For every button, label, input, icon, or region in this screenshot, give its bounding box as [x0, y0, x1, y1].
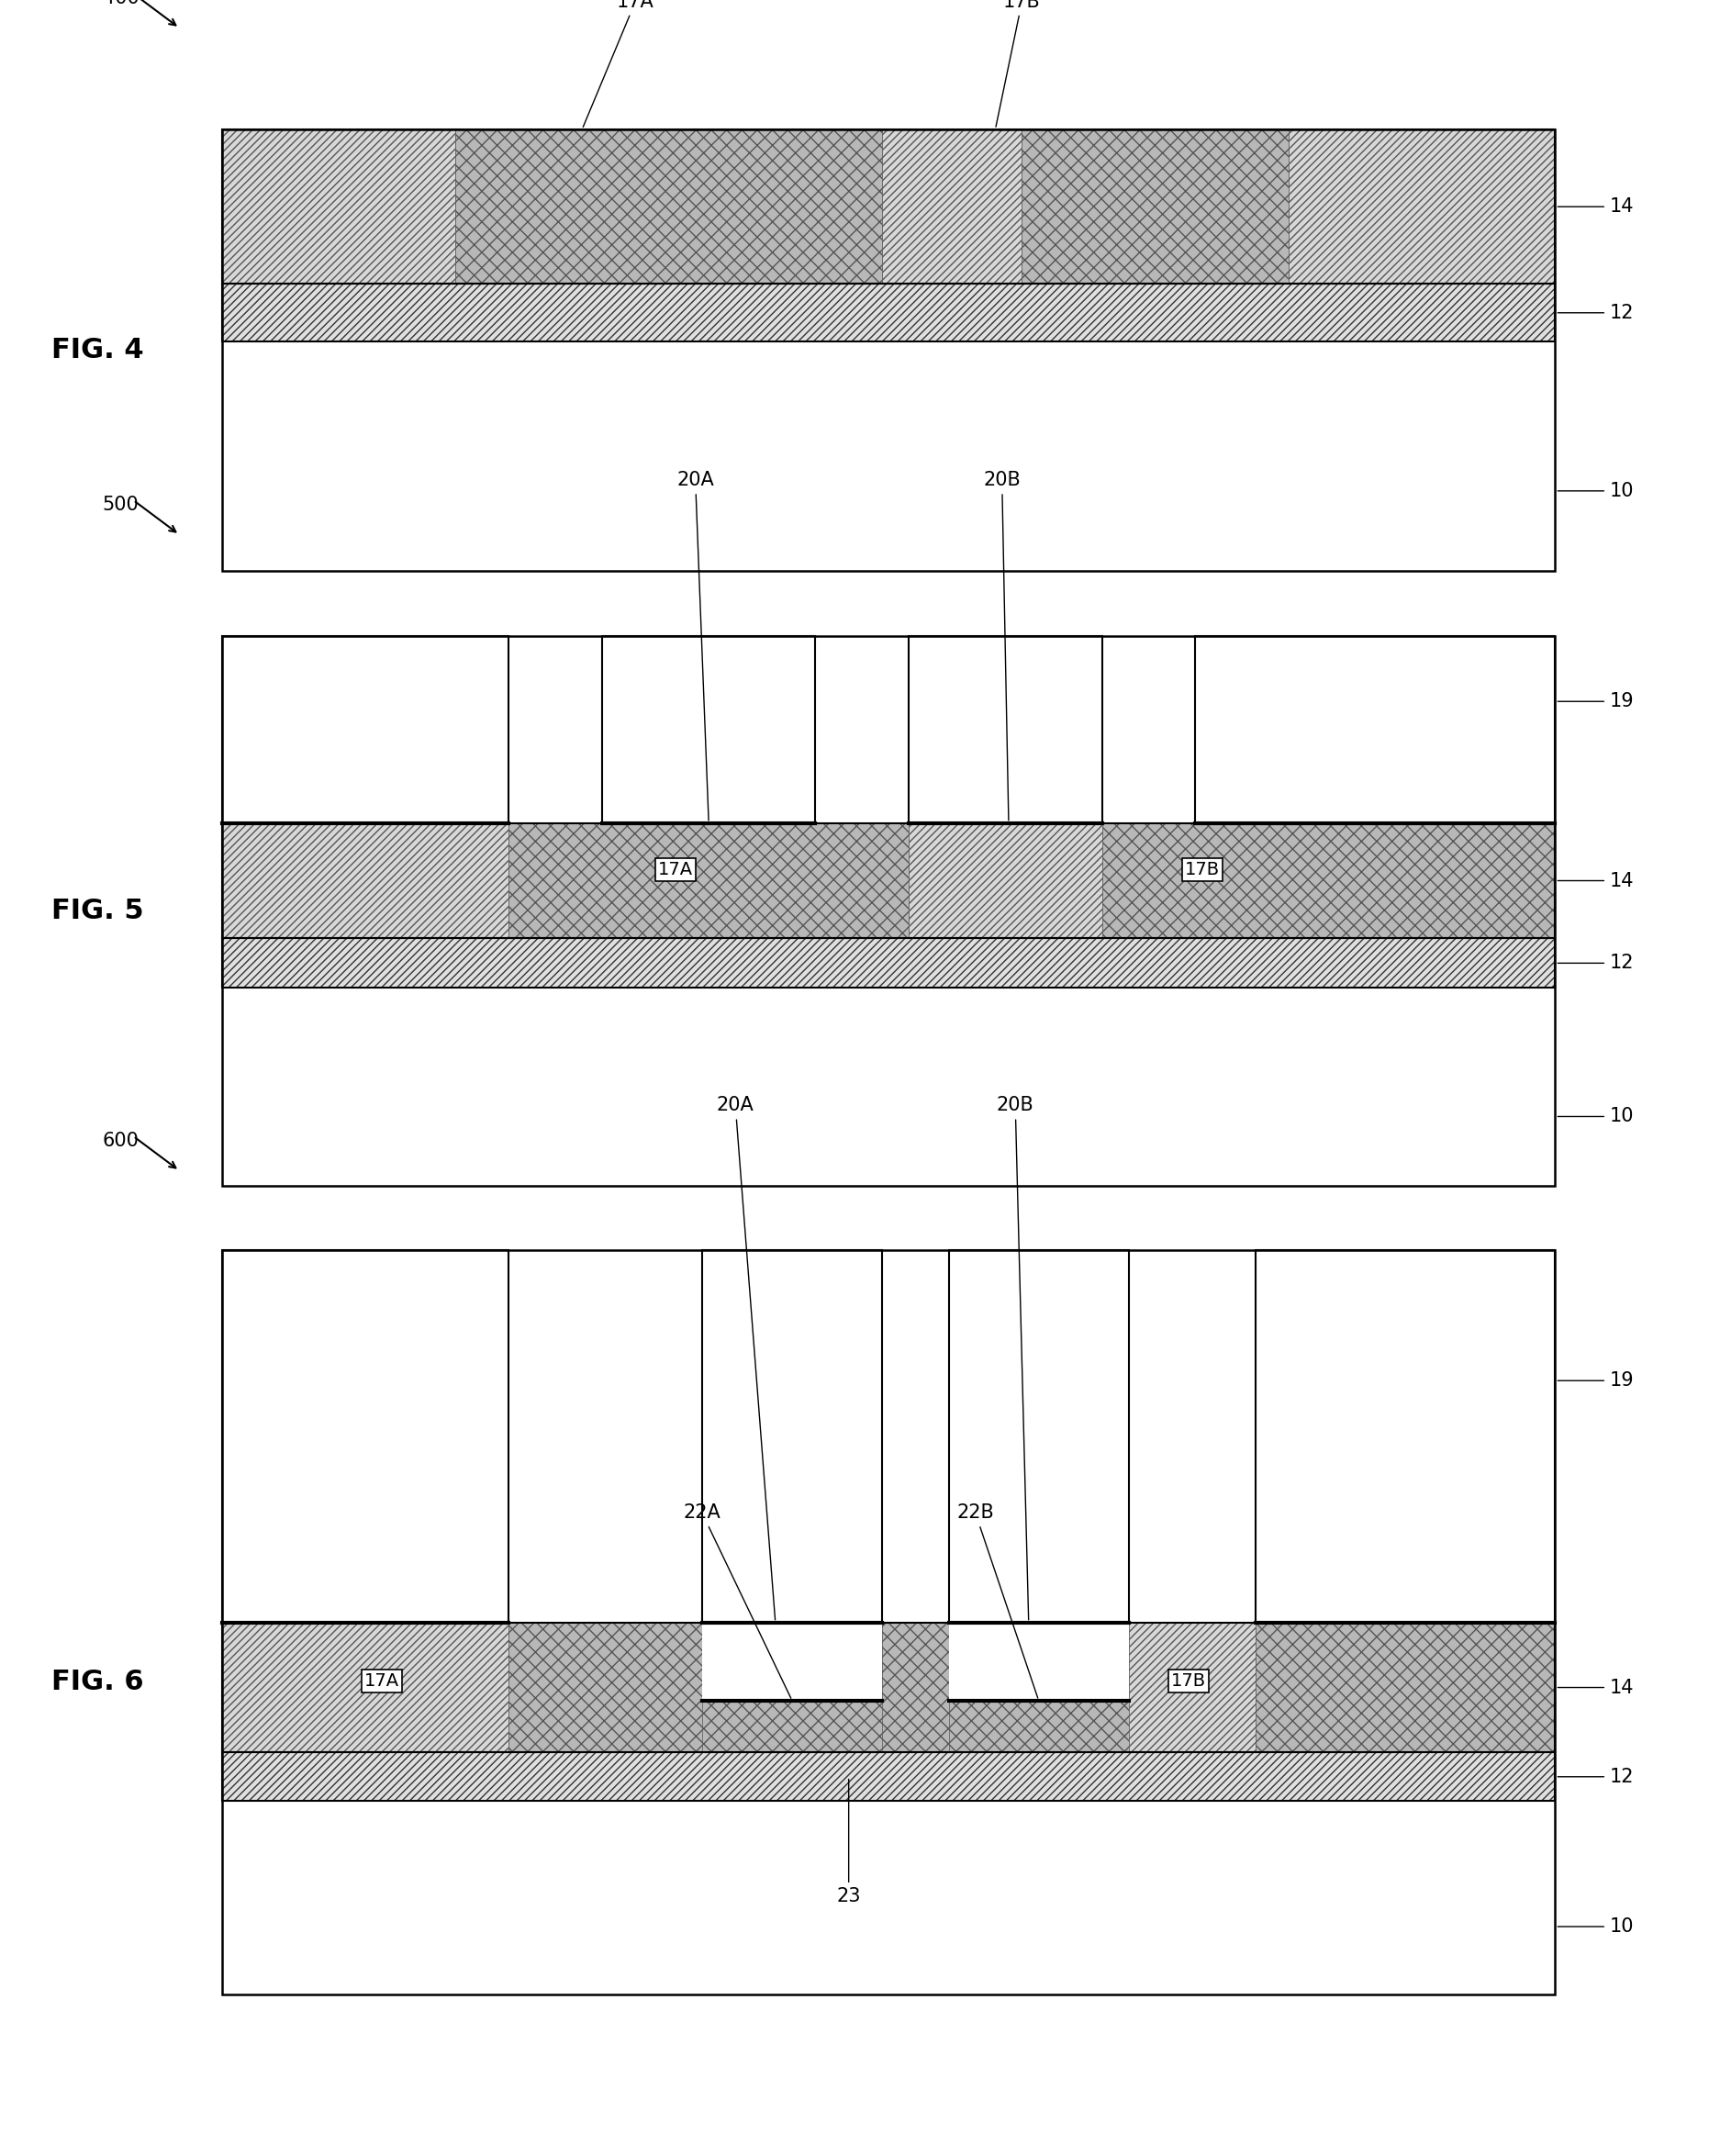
Bar: [1289, 129, 1555, 285]
Bar: [222, 938, 1555, 987]
Bar: [222, 129, 455, 285]
Text: 12: 12: [1610, 1768, 1634, 1785]
Bar: [222, 1621, 1555, 1753]
Bar: [1254, 1250, 1555, 1623]
Bar: [222, 1800, 1555, 1994]
Text: 22A: 22A: [684, 1503, 791, 1699]
Bar: [222, 1250, 1555, 1994]
Text: 14: 14: [1610, 198, 1634, 216]
Bar: [509, 1621, 702, 1753]
Text: FIG. 5: FIG. 5: [51, 897, 144, 925]
Text: 17A: 17A: [658, 860, 692, 877]
Text: 400: 400: [103, 0, 138, 9]
Bar: [702, 1621, 882, 1701]
Text: 10: 10: [1610, 1917, 1634, 1936]
Text: 17B: 17B: [1184, 860, 1220, 877]
Text: 14: 14: [1610, 871, 1634, 890]
Bar: [882, 1621, 948, 1753]
Bar: [222, 1621, 509, 1753]
Text: 10: 10: [1610, 1108, 1634, 1125]
Text: 12: 12: [1610, 304, 1634, 321]
Bar: [602, 636, 815, 824]
Text: 20B: 20B: [996, 1095, 1034, 1619]
Bar: [1102, 824, 1555, 938]
Text: 14: 14: [1610, 1677, 1634, 1697]
Bar: [222, 636, 1555, 824]
Bar: [882, 129, 1022, 285]
Text: 500: 500: [103, 496, 138, 515]
Text: 19: 19: [1610, 1371, 1634, 1391]
Bar: [222, 129, 1555, 571]
Bar: [222, 636, 509, 824]
Bar: [1254, 1621, 1555, 1753]
Bar: [222, 1250, 509, 1623]
Text: 10: 10: [1610, 481, 1634, 500]
Text: 17A: 17A: [364, 1673, 400, 1690]
Bar: [1022, 129, 1289, 285]
Bar: [909, 824, 1102, 938]
Bar: [702, 1250, 882, 1623]
Text: 17B: 17B: [1171, 1673, 1207, 1690]
Bar: [222, 824, 1555, 938]
Text: 20A: 20A: [677, 470, 714, 821]
Bar: [222, 285, 1555, 341]
Bar: [222, 1753, 1555, 1800]
Text: 600: 600: [103, 1132, 138, 1151]
Text: FIG. 4: FIG. 4: [51, 336, 144, 364]
Text: 17B: 17B: [996, 0, 1041, 127]
Bar: [948, 1621, 1128, 1701]
Bar: [222, 129, 1555, 285]
Text: FIG. 6: FIG. 6: [51, 1669, 144, 1695]
Text: 23: 23: [836, 1779, 861, 1906]
Bar: [222, 341, 1555, 571]
Bar: [948, 1250, 1128, 1623]
Text: 12: 12: [1610, 953, 1634, 972]
Bar: [222, 285, 1555, 341]
Text: 20B: 20B: [983, 470, 1020, 821]
Bar: [222, 1621, 1555, 1753]
Bar: [455, 129, 882, 285]
Bar: [222, 1753, 1555, 1800]
Bar: [909, 636, 1102, 824]
Bar: [222, 1250, 1555, 1623]
Bar: [1195, 636, 1555, 824]
Bar: [222, 824, 509, 938]
Text: 19: 19: [1610, 692, 1634, 711]
Text: 22B: 22B: [957, 1503, 1037, 1699]
Text: 20A: 20A: [716, 1095, 776, 1619]
Text: 17A: 17A: [583, 0, 655, 127]
Bar: [222, 938, 1555, 987]
Bar: [509, 824, 909, 938]
Bar: [1128, 1621, 1254, 1753]
Bar: [222, 987, 1555, 1186]
Bar: [222, 636, 1555, 1186]
